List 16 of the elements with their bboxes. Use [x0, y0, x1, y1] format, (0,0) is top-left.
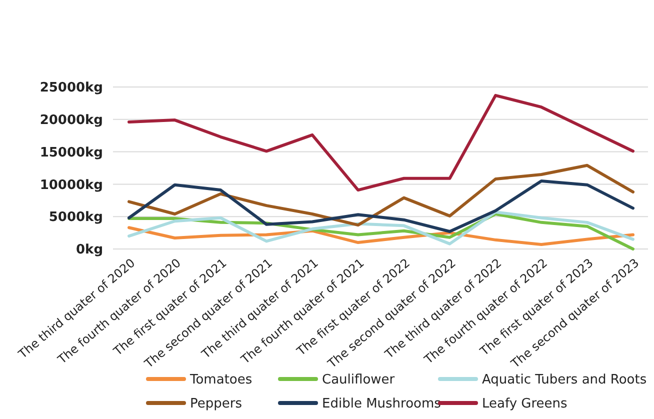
- y-tick-label: 10000kg: [40, 178, 103, 193]
- legend-label: Tomatoes: [189, 372, 252, 388]
- y-tick-label: 20000kg: [40, 112, 103, 128]
- y-tick-label: 15000kg: [40, 145, 103, 160]
- legend-label: Aquatic Tubers and Roots: [482, 372, 647, 388]
- legend-label: Cauliflower: [322, 372, 396, 388]
- line-series: [128, 94, 634, 192]
- legend-label: Edible Mushrooms: [322, 396, 442, 412]
- y-tick-label: 0kg: [76, 242, 103, 258]
- line-series: [128, 210, 634, 246]
- line-series: [128, 179, 634, 234]
- y-tick-label: 25000kg: [40, 80, 103, 96]
- y-tick-label: 5000kg: [48, 210, 103, 226]
- legend-label: Leafy Greens: [482, 396, 568, 412]
- line-series: [128, 164, 634, 227]
- legend-label: Peppers: [190, 396, 242, 412]
